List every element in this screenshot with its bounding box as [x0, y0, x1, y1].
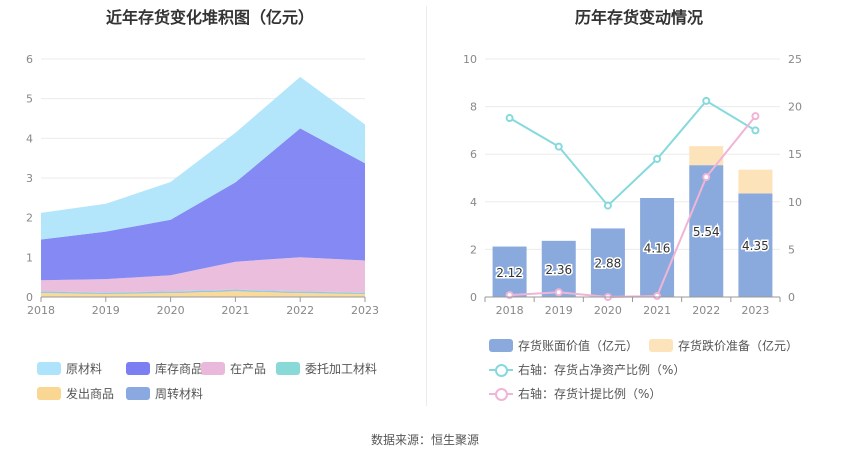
right-left-y-tick-label: 0 — [470, 291, 477, 304]
line-point — [751, 112, 760, 121]
legend-swatch — [126, 387, 150, 400]
legend-label: 原材料 — [66, 362, 103, 376]
right-chart-title: 历年存货变动情况 — [574, 8, 703, 27]
legend-swatch — [276, 362, 300, 375]
left-x-tick-label: 2023 — [351, 304, 379, 317]
legend-label: 右轴：存货占净资产比例（%） — [518, 363, 686, 377]
right-x-tick-label: 2023 — [741, 304, 769, 317]
bar-value-label: 2.12 — [496, 266, 523, 280]
line-point — [603, 201, 612, 210]
line-point — [653, 154, 662, 163]
left-x-tick-label: 2019 — [92, 304, 120, 317]
area-series-委托加工材料 — [41, 289, 365, 293]
legend-swatch — [37, 387, 61, 400]
left-x-tick-label: 2022 — [286, 304, 314, 317]
bar-book-value — [492, 246, 527, 297]
right-x-tick-label: 2018 — [496, 304, 524, 317]
left-y-tick-label: 4 — [26, 132, 33, 145]
legend-label: 库存商品 — [155, 362, 204, 376]
left-y-tick-label: 1 — [26, 251, 33, 264]
area-series-在产品 — [41, 257, 365, 293]
right-legend-item[interactable]: 右轴：存货占净资产比例（%） — [489, 361, 685, 378]
left-legend-item[interactable]: 在产品 — [201, 360, 266, 377]
bar-impairment-reserve — [738, 169, 773, 194]
line-point — [653, 292, 662, 301]
right-left-y-tick-label: 10 — [463, 53, 477, 66]
bar-book-value — [541, 240, 576, 297]
panel-divider — [426, 6, 427, 406]
right-right-y-tick-label: 0 — [788, 291, 795, 304]
left-y-tick-label: 3 — [26, 172, 33, 185]
legend-swatch — [649, 339, 673, 352]
area-series-周转材料 — [41, 290, 365, 294]
bar-value-label: 4.16 — [644, 241, 671, 255]
left-legend-item[interactable]: 原材料 — [37, 360, 102, 377]
right-right-y-tick-label: 5 — [788, 243, 795, 256]
legend-label: 存货跌价准备（亿元） — [678, 339, 799, 353]
right-x-tick-label: 2021 — [643, 304, 671, 317]
line-point — [505, 114, 514, 123]
line-point — [702, 173, 711, 182]
left-y-tick-label: 2 — [26, 212, 33, 225]
bar-book-value — [689, 165, 724, 297]
right-x-tick-label: 2019 — [545, 304, 573, 317]
bar-value-label: 2.88 — [595, 257, 622, 271]
data-source-footer: 数据来源：恒生聚源 — [370, 433, 479, 447]
right-left-y-tick-label: 8 — [470, 101, 477, 114]
right-legend-item[interactable]: 存货账面价值（亿元） — [489, 337, 638, 354]
legend-label: 发出商品 — [66, 387, 115, 401]
left-y-tick-label: 0 — [26, 291, 33, 304]
left-x-tick-label: 2018 — [27, 304, 55, 317]
legend-label: 委托加工材料 — [305, 362, 378, 376]
line-point — [702, 96, 711, 105]
line-series-右轴：存货占净资产比例（%） — [509, 99, 756, 208]
line-point — [751, 126, 760, 135]
right-right-y-tick-label: 25 — [788, 53, 802, 66]
bar-value-label: 4.35 — [742, 239, 769, 253]
left-legend-item[interactable]: 库存商品 — [126, 360, 203, 377]
bar-impairment-reserve — [689, 146, 724, 166]
legend-label: 右轴：存货计提比例（%） — [518, 387, 662, 401]
right-right-y-tick-label: 10 — [788, 196, 802, 209]
right-left-y-tick-label: 6 — [470, 148, 477, 161]
right-legend-item[interactable]: 存货跌价准备（亿元） — [649, 337, 798, 354]
legend-swatch — [489, 363, 513, 377]
legend-swatch — [37, 362, 61, 375]
line-point — [554, 142, 563, 151]
line-point — [554, 288, 563, 297]
area-series-库存商品 — [41, 128, 365, 281]
left-legend-item[interactable]: 周转材料 — [126, 385, 203, 402]
left-y-tick-label: 5 — [26, 93, 33, 106]
left-legend-item[interactable]: 发出商品 — [37, 385, 114, 402]
legend-swatch — [201, 362, 225, 375]
right-right-y-tick-label: 20 — [788, 101, 802, 114]
right-x-tick-label: 2020 — [594, 304, 622, 317]
bar-book-value — [640, 197, 675, 297]
left-x-tick-label: 2020 — [157, 304, 185, 317]
bar-book-value — [738, 193, 773, 297]
left-chart-title: 近年存货变化堆积图（亿元） — [105, 8, 314, 27]
legend-label: 在产品 — [230, 362, 267, 376]
charts-canvas: 0 1 2 3 4 5 6 2018 2019 2020 2021 2022 2023 0 2 4 6 8 10 0 5… — [26, 53, 802, 317]
legend-label: 存货账面价值（亿元） — [518, 339, 639, 353]
right-legend-item[interactable]: 右轴：存货计提比例（%） — [489, 385, 661, 402]
right-left-y-tick-label: 2 — [470, 243, 477, 256]
left-x-tick-label: 2021 — [221, 304, 249, 317]
legend-swatch — [489, 339, 513, 352]
bar-value-label: 5.54 — [693, 225, 720, 239]
left-y-tick-label: 6 — [26, 53, 33, 66]
right-right-y-tick-label: 15 — [788, 148, 802, 161]
left-legend-item[interactable]: 委托加工材料 — [276, 360, 377, 377]
right-left-y-tick-label: 4 — [470, 196, 477, 209]
right-x-tick-label: 2022 — [692, 304, 720, 317]
legend-label: 周转材料 — [155, 387, 204, 401]
area-series-发出商品 — [41, 291, 365, 297]
bar-value-label: 2.36 — [545, 263, 572, 277]
area-series-原材料 — [41, 76, 365, 240]
bar-book-value — [590, 228, 625, 297]
legend-swatch — [126, 362, 150, 375]
legend-swatch — [489, 387, 513, 401]
